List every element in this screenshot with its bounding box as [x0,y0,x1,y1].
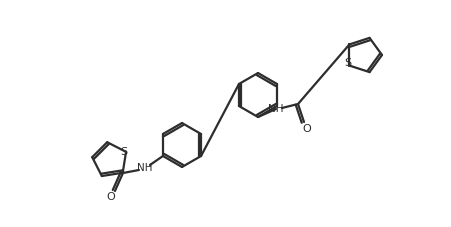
Text: S: S [344,58,351,68]
Text: O: O [106,192,115,202]
Text: NH: NH [268,104,284,114]
Text: O: O [303,124,311,134]
Text: NH: NH [137,163,153,173]
Text: S: S [120,147,128,157]
